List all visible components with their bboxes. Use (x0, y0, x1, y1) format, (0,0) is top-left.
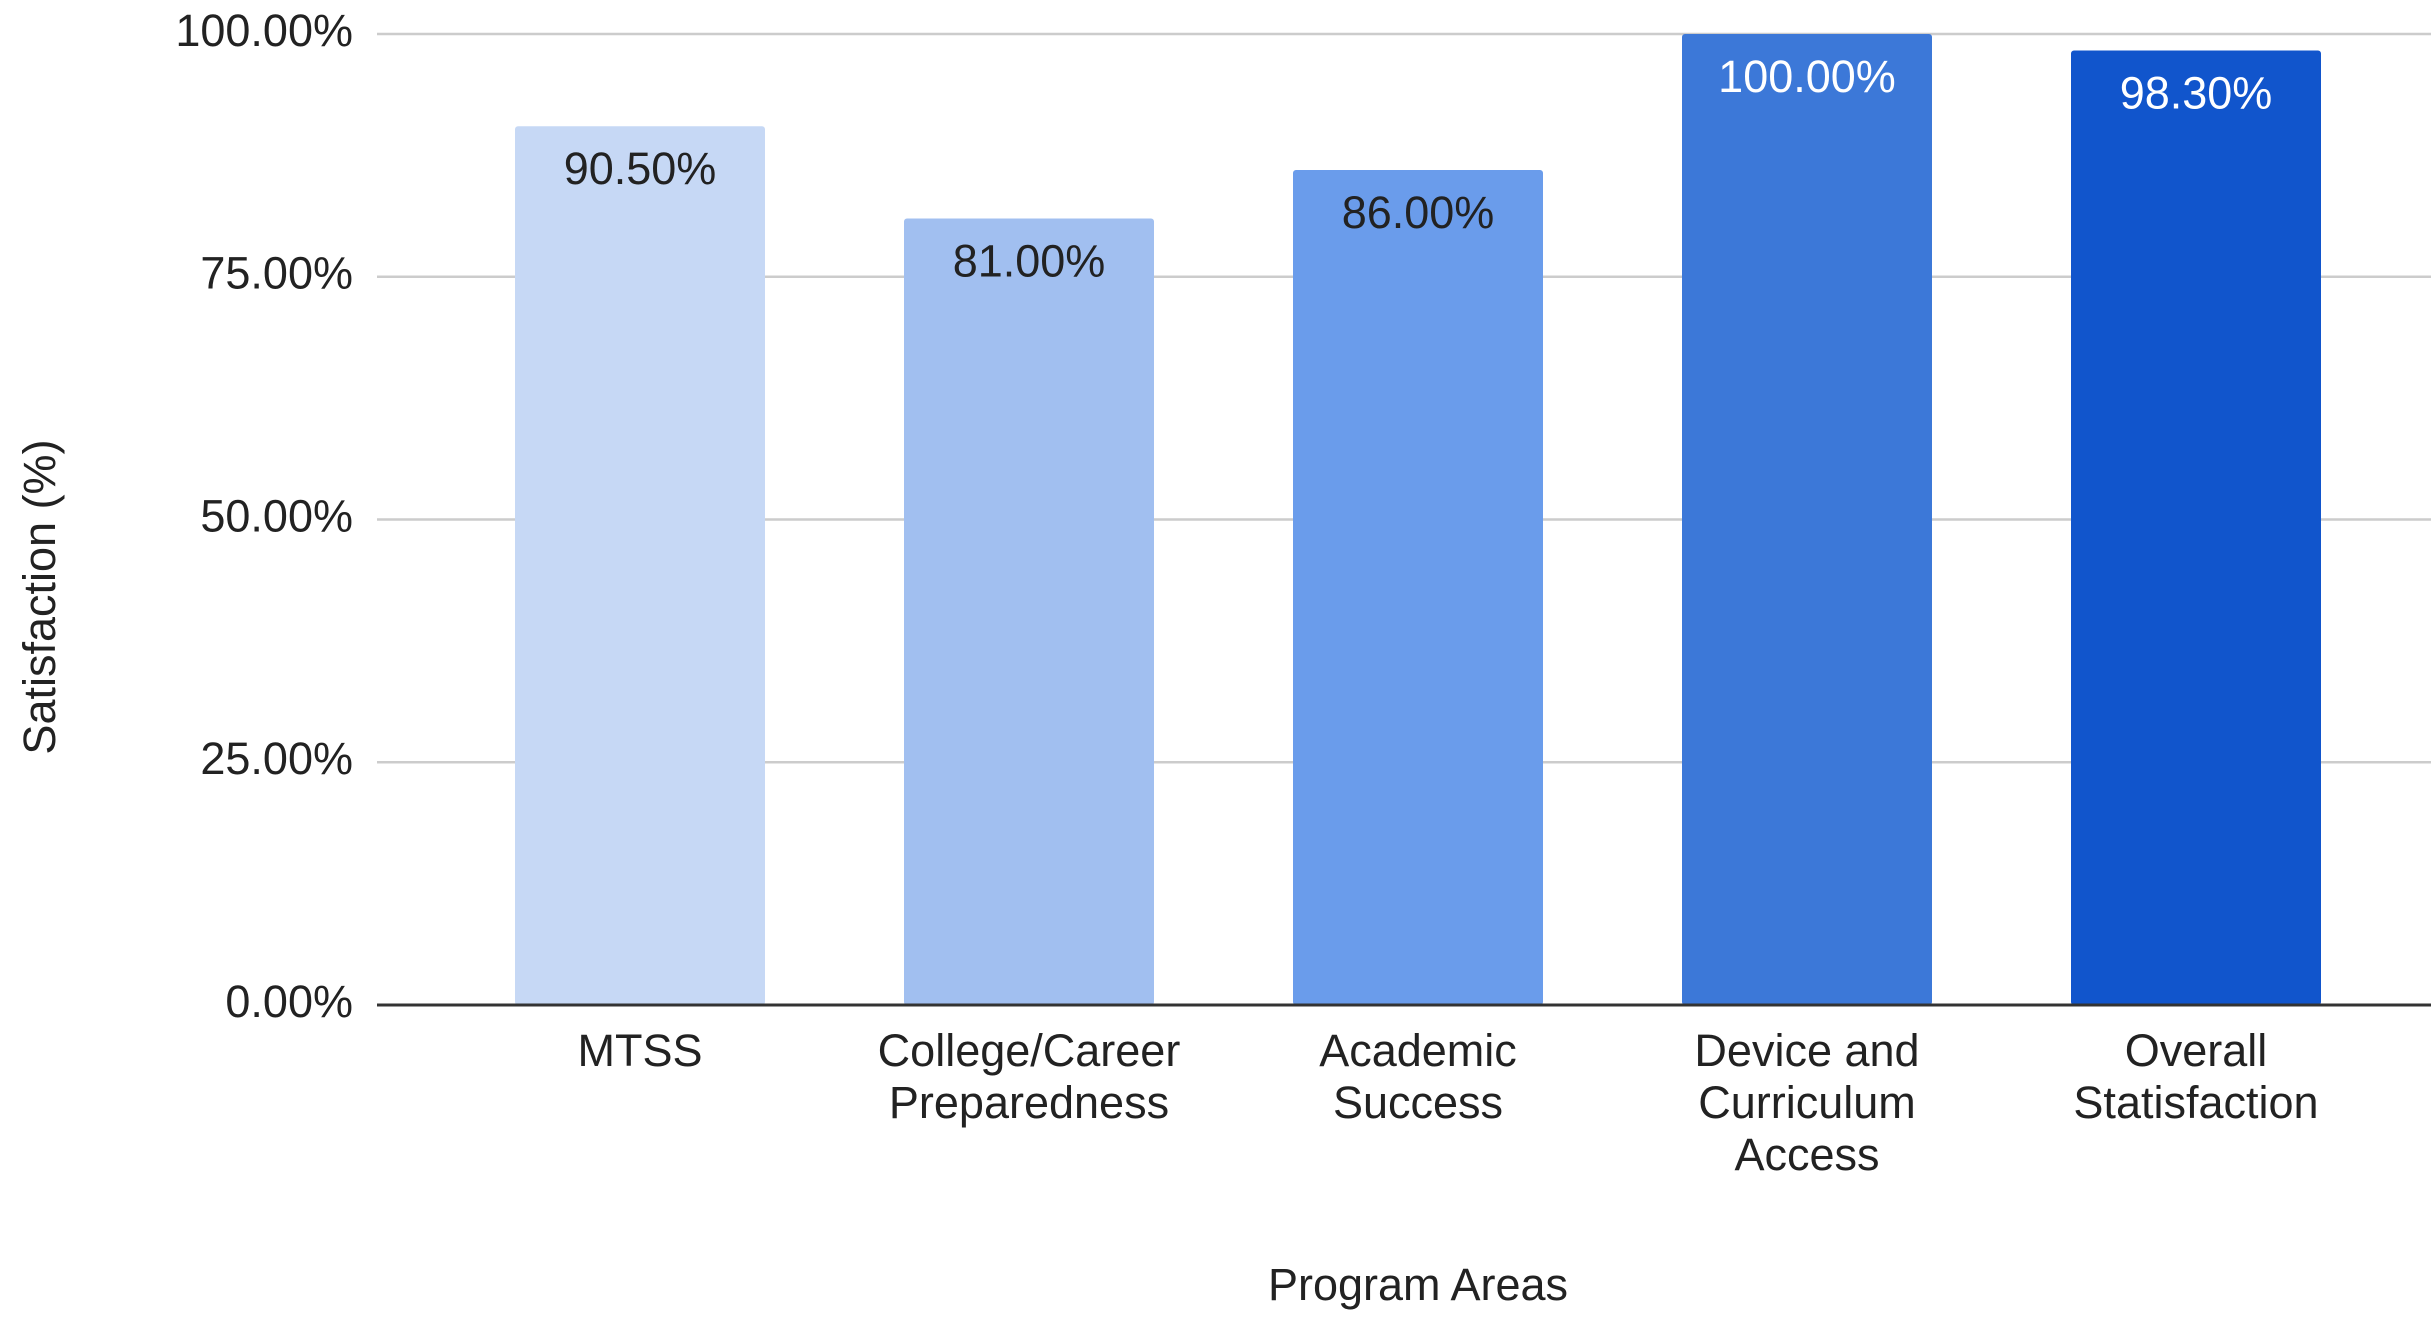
x-tick-label: Preparedness (889, 1077, 1169, 1128)
y-tick-label: 75.00% (200, 248, 353, 299)
y-axis-title: Satisfaction (%) (14, 439, 65, 754)
x-tick-label: College/Career (878, 1025, 1181, 1076)
y-tick-label: 25.00% (200, 733, 353, 784)
value-label: 100.00% (1718, 51, 1896, 102)
bar (904, 218, 1154, 1006)
x-tick-label: Success (1333, 1077, 1503, 1128)
x-tick-label: Curriculum (1698, 1077, 1916, 1128)
bar (1293, 169, 1543, 1005)
y-tick-label: 0.00% (225, 976, 353, 1027)
y-tick-label: 50.00% (200, 490, 353, 541)
x-tick-label: Overall (2125, 1025, 2268, 1076)
value-label: 86.00% (1342, 187, 1495, 238)
x-tick-label: Device and (1694, 1025, 1919, 1076)
x-tick-label: MTSS (577, 1025, 702, 1076)
bar (515, 126, 765, 1006)
bar (1682, 34, 1932, 1005)
y-tick-label: 100.00% (175, 5, 353, 56)
x-tick-label: Statisfaction (2073, 1077, 2318, 1128)
bar (2071, 50, 2321, 1005)
value-label: 81.00% (953, 235, 1106, 286)
value-label: 90.50% (564, 143, 717, 194)
x-tick-label: Access (1734, 1129, 1879, 1180)
x-axis-title: Program Areas (1268, 1259, 1568, 1310)
value-label: 98.30% (2120, 67, 2273, 118)
x-tick-label: Academic (1319, 1025, 1517, 1076)
